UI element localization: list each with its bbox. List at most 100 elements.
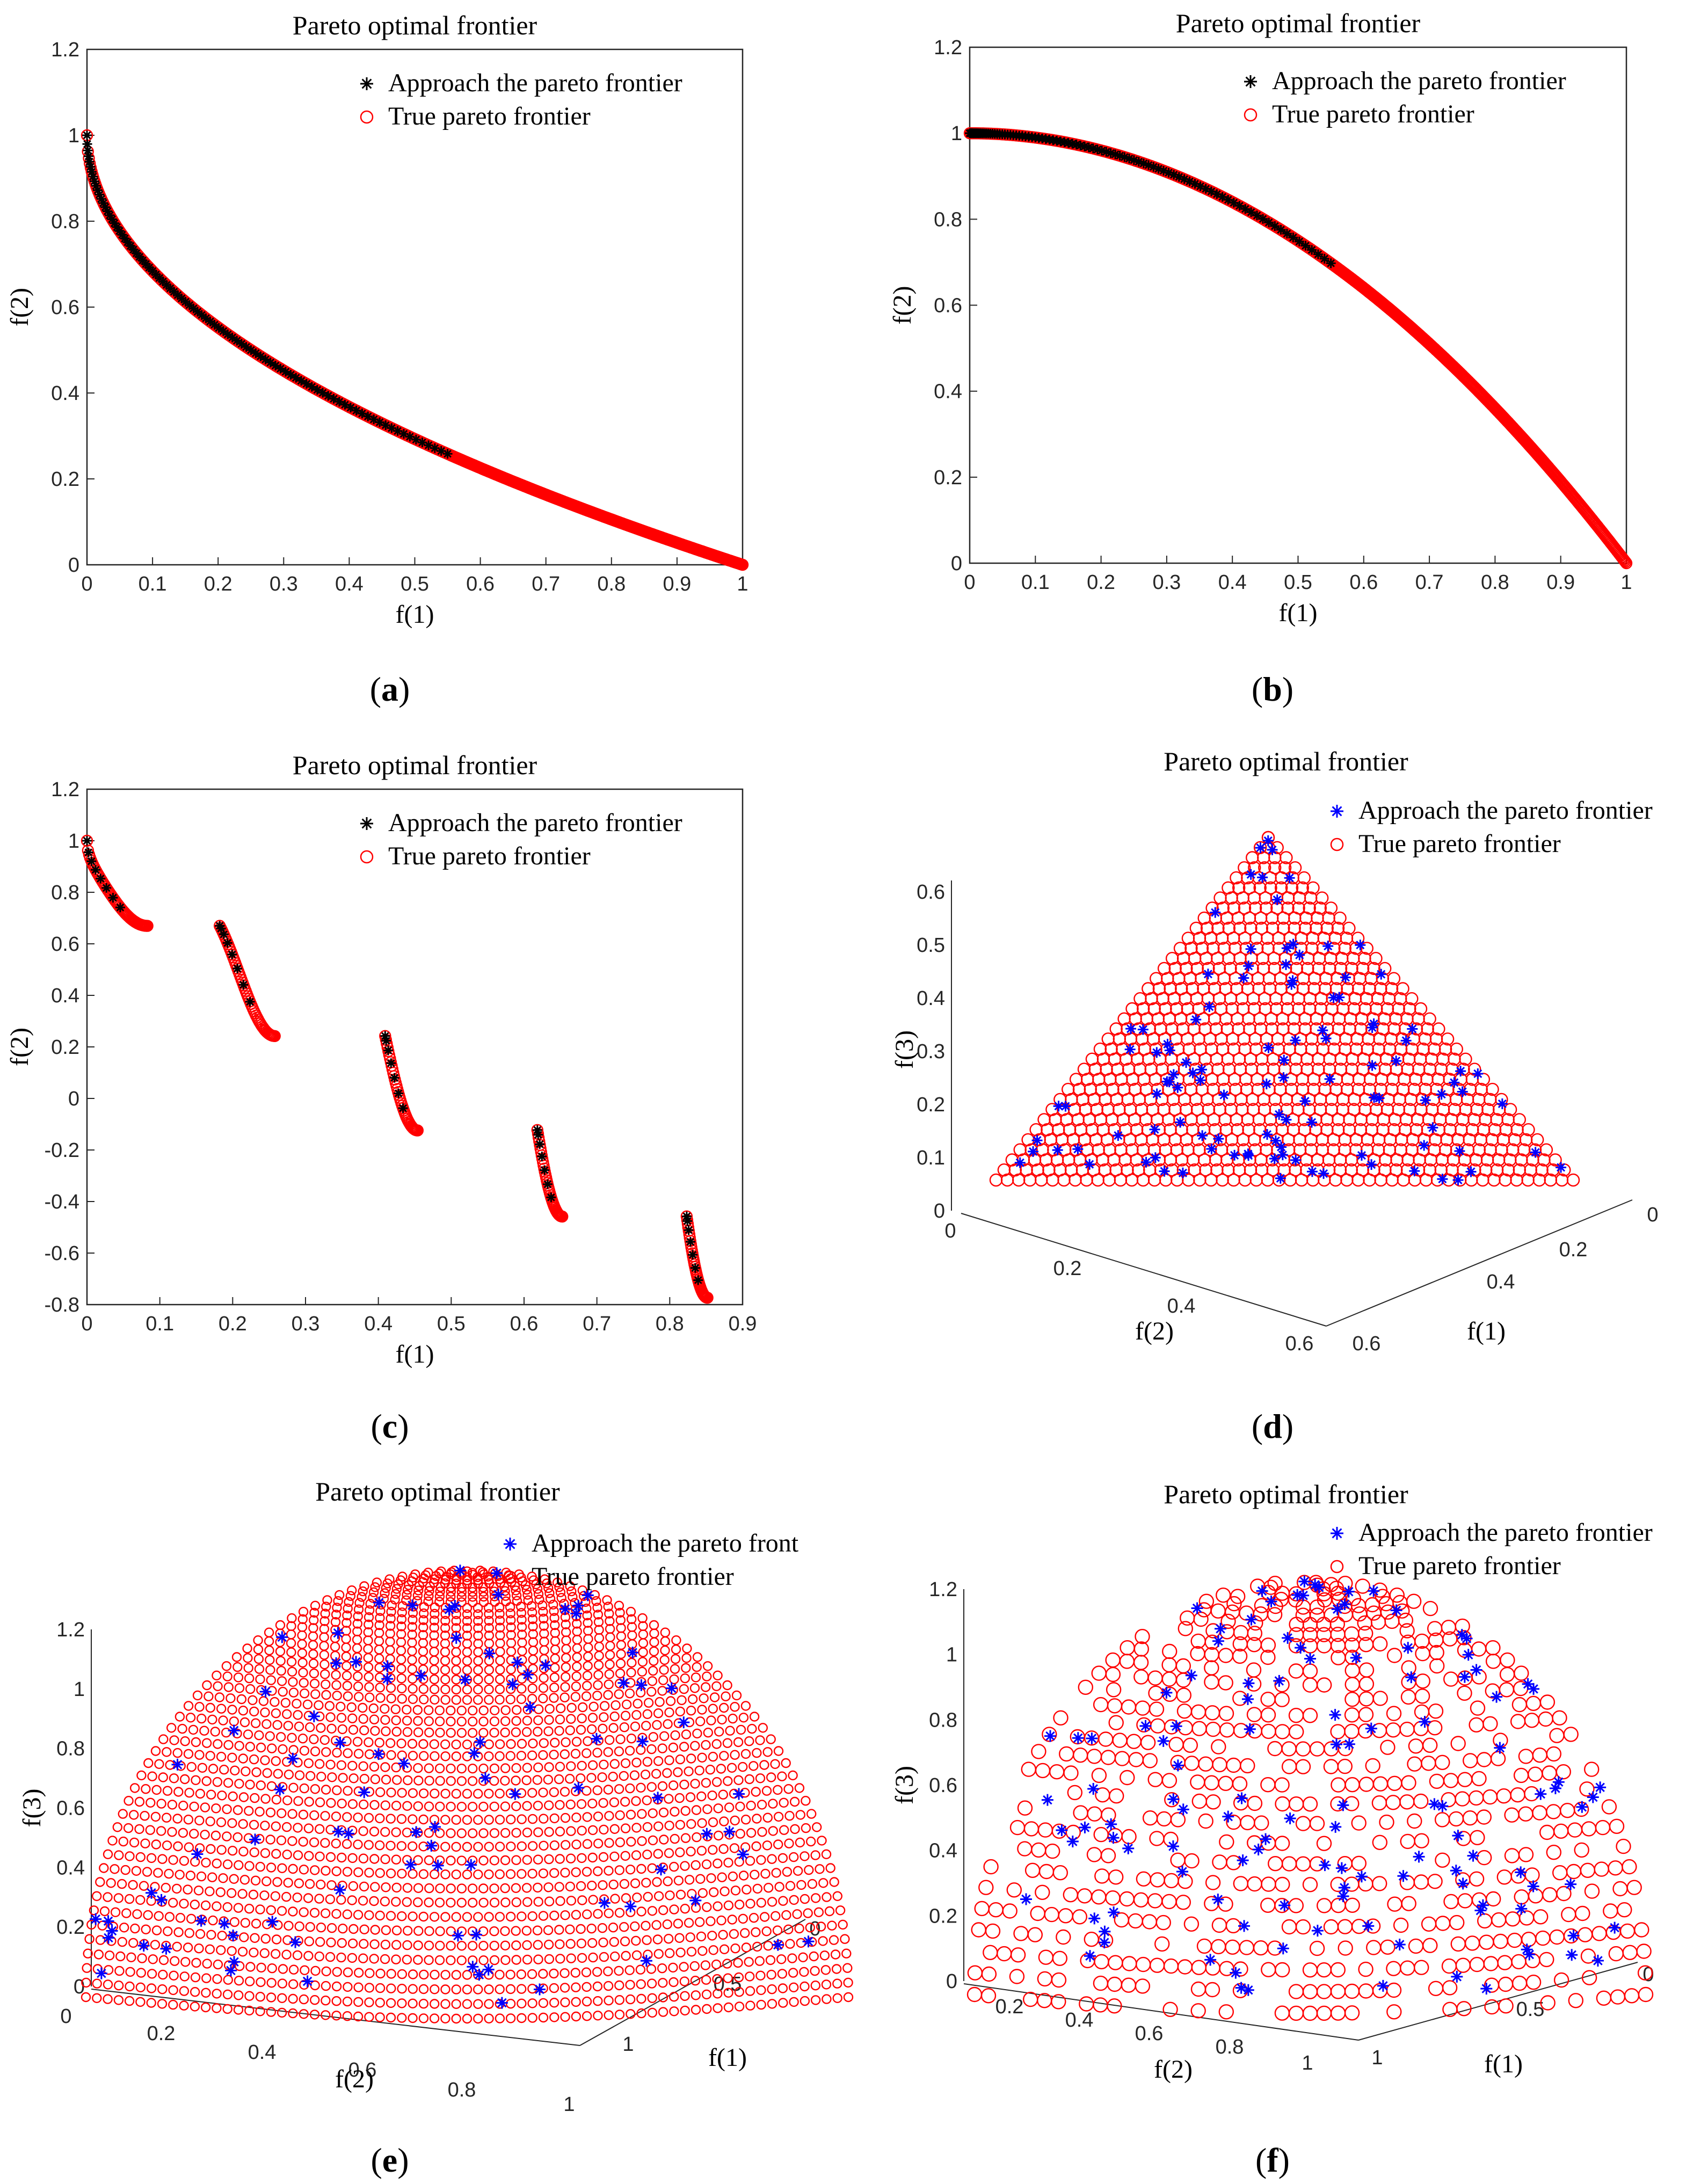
true-front-marker	[706, 1873, 716, 1883]
true-front-marker	[719, 1944, 730, 1955]
true-front-marker	[539, 1840, 549, 1851]
approx-front-marker	[1257, 872, 1268, 883]
true-front-marker	[359, 1939, 369, 1949]
true-front-marker	[554, 1925, 564, 1935]
true-front-marker	[309, 1908, 320, 1918]
approx-front-marker	[1287, 975, 1298, 986]
true-front-marker	[609, 1797, 620, 1808]
true-front-marker	[397, 1750, 407, 1760]
true-front-marker	[310, 1689, 321, 1699]
true-front-marker	[440, 1739, 450, 1750]
true-front-marker	[473, 1694, 483, 1705]
true-front-marker	[1209, 1022, 1223, 1036]
true-front-marker	[157, 1854, 168, 1864]
approx-front-marker	[1340, 972, 1351, 983]
true-front-marker	[576, 1938, 587, 1949]
true-front-marker	[326, 1723, 337, 1734]
true-front-marker	[210, 1727, 220, 1737]
true-front-marker	[363, 1635, 373, 1646]
true-front-marker	[139, 1881, 149, 1891]
true-front-marker	[315, 1797, 325, 1808]
true-front-marker	[309, 1678, 320, 1689]
true-front-marker	[143, 1758, 154, 1768]
true-front-marker	[648, 1665, 658, 1676]
true-front-marker	[511, 1883, 521, 1894]
approx-front-marker	[340, 399, 350, 410]
true-front-marker	[435, 1582, 446, 1592]
true-front-marker	[234, 1860, 244, 1870]
approx-front-marker	[1281, 1114, 1292, 1125]
approx-front-marker	[296, 376, 306, 386]
z-tick-label: 0.3	[917, 1040, 945, 1063]
true-front-marker	[304, 1851, 314, 1861]
true-front-marker	[609, 1951, 620, 1962]
f2-tick-label: 0.6	[348, 2059, 377, 2081]
true-front-marker	[771, 1868, 781, 1878]
true-front-marker	[649, 1628, 659, 1639]
y-tick-label: -0.6	[45, 1242, 79, 1265]
true-front-marker	[670, 1730, 680, 1741]
true-front-marker	[500, 1716, 511, 1727]
true-front-marker	[686, 1947, 697, 1957]
true-front-marker	[229, 1917, 239, 1927]
true-front-marker	[663, 1933, 674, 1944]
true-front-marker	[309, 1668, 319, 1679]
true-front-marker	[391, 1940, 402, 1950]
true-front-marker	[747, 1723, 757, 1734]
true-front-marker	[768, 1799, 778, 1809]
true-front-marker	[637, 1836, 647, 1846]
true-front-marker	[511, 1775, 521, 1786]
true-front-marker	[264, 1645, 274, 1656]
true-front-marker	[260, 1933, 271, 1944]
approx-front-marker	[260, 354, 271, 365]
y-tick-label: 0.8	[51, 210, 79, 233]
true-front-marker	[169, 1735, 179, 1745]
true-front-marker	[788, 1770, 798, 1781]
true-front-marker	[462, 1656, 473, 1666]
true-front-marker	[478, 1591, 489, 1602]
true-front-marker	[653, 1708, 664, 1719]
true-front-marker	[282, 1757, 292, 1767]
true-front-marker	[1136, 1173, 1150, 1187]
true-front-marker	[390, 1595, 400, 1605]
true-front-marker	[446, 1883, 456, 1894]
approx-front-marker	[1075, 140, 1086, 150]
true-front-marker	[419, 1694, 429, 1705]
y-tick-label: 0.2	[51, 468, 79, 491]
y-tick-label: 1.2	[934, 37, 962, 59]
approx-front-marker	[1175, 1117, 1186, 1128]
true-front-marker	[511, 1716, 521, 1726]
true-front-marker	[212, 1777, 223, 1787]
true-front-marker	[1147, 1173, 1161, 1187]
true-front-marker	[440, 1575, 450, 1585]
true-front-marker	[762, 1747, 773, 1757]
true-front-marker	[484, 1788, 494, 1799]
true-front-marker	[462, 1615, 473, 1626]
f1-tick-label: 0.4	[1487, 1271, 1515, 1293]
true-front-marker	[344, 1597, 354, 1607]
true-front-marker	[288, 1782, 299, 1793]
true-front-marker	[381, 1774, 391, 1785]
true-front-marker	[120, 1865, 130, 1875]
true-front-marker	[93, 1949, 104, 1960]
true-front-marker	[321, 1966, 331, 1977]
true-front-marker	[1244, 921, 1258, 935]
true-front-marker	[500, 1855, 511, 1866]
true-front-marker	[636, 1782, 646, 1793]
true-front-marker	[520, 1580, 530, 1590]
true-front-marker	[697, 1888, 708, 1898]
true-front-marker	[145, 1825, 155, 1835]
true-front-marker	[299, 1783, 309, 1794]
true-front-marker	[560, 1840, 571, 1850]
true-front-marker	[658, 1807, 669, 1818]
true-front-marker	[227, 1752, 237, 1763]
true-front-marker	[686, 1819, 696, 1829]
true-front-marker	[303, 1823, 314, 1833]
true-front-marker	[172, 1748, 183, 1758]
true-front-marker	[380, 1800, 390, 1810]
true-front-marker	[310, 1865, 320, 1875]
true-front-marker	[652, 1720, 662, 1730]
true-front-marker	[256, 1780, 266, 1790]
z-tick-label: 0.1	[917, 1147, 945, 1169]
